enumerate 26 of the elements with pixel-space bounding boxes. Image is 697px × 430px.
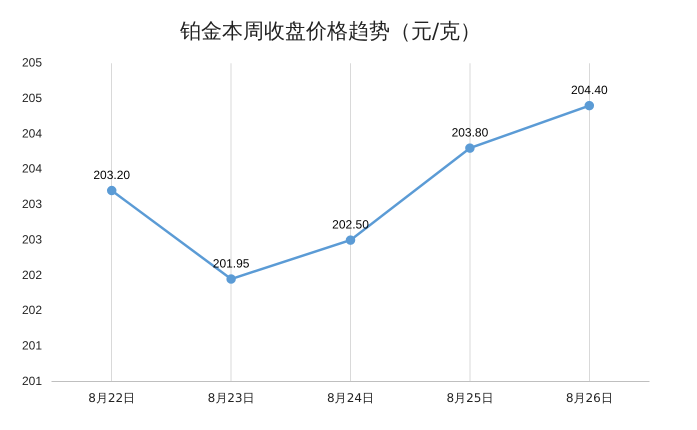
y-tick-label: 203 [22,197,42,212]
y-tick-label: 204 [22,162,42,176]
data-label: 204.40 [570,82,608,97]
point [346,235,356,245]
point [465,143,475,153]
point [106,186,116,196]
x-tick-label: 8月25日 [446,390,494,405]
x-tick-label: 8月26日 [566,390,613,405]
y-tick-label: 201 [22,374,42,388]
data-label: 203.80 [452,125,489,140]
x-tick-label: 8月22日 [88,390,136,405]
x-tick-label: 8月24日 [327,390,374,405]
y-tick-label: 202 [22,268,42,282]
data-label: 203.20 [93,168,130,182]
y-tick-label: 205 [22,56,42,70]
y-tick-label: 205 [22,90,42,105]
point [226,274,236,284]
y-tick-label: 203 [22,232,42,246]
point [584,100,594,110]
data-label: 202.50 [332,217,370,232]
y-tick-label: 202 [22,303,42,318]
y-tick-label: 204 [22,126,42,140]
y-tick-label: 201 [22,338,42,353]
x-tick-label: 8月23日 [208,390,255,405]
chart-title: 铂金本周收盘价格趋势（元/克） [178,19,482,44]
data-label: 201.95 [212,256,250,270]
